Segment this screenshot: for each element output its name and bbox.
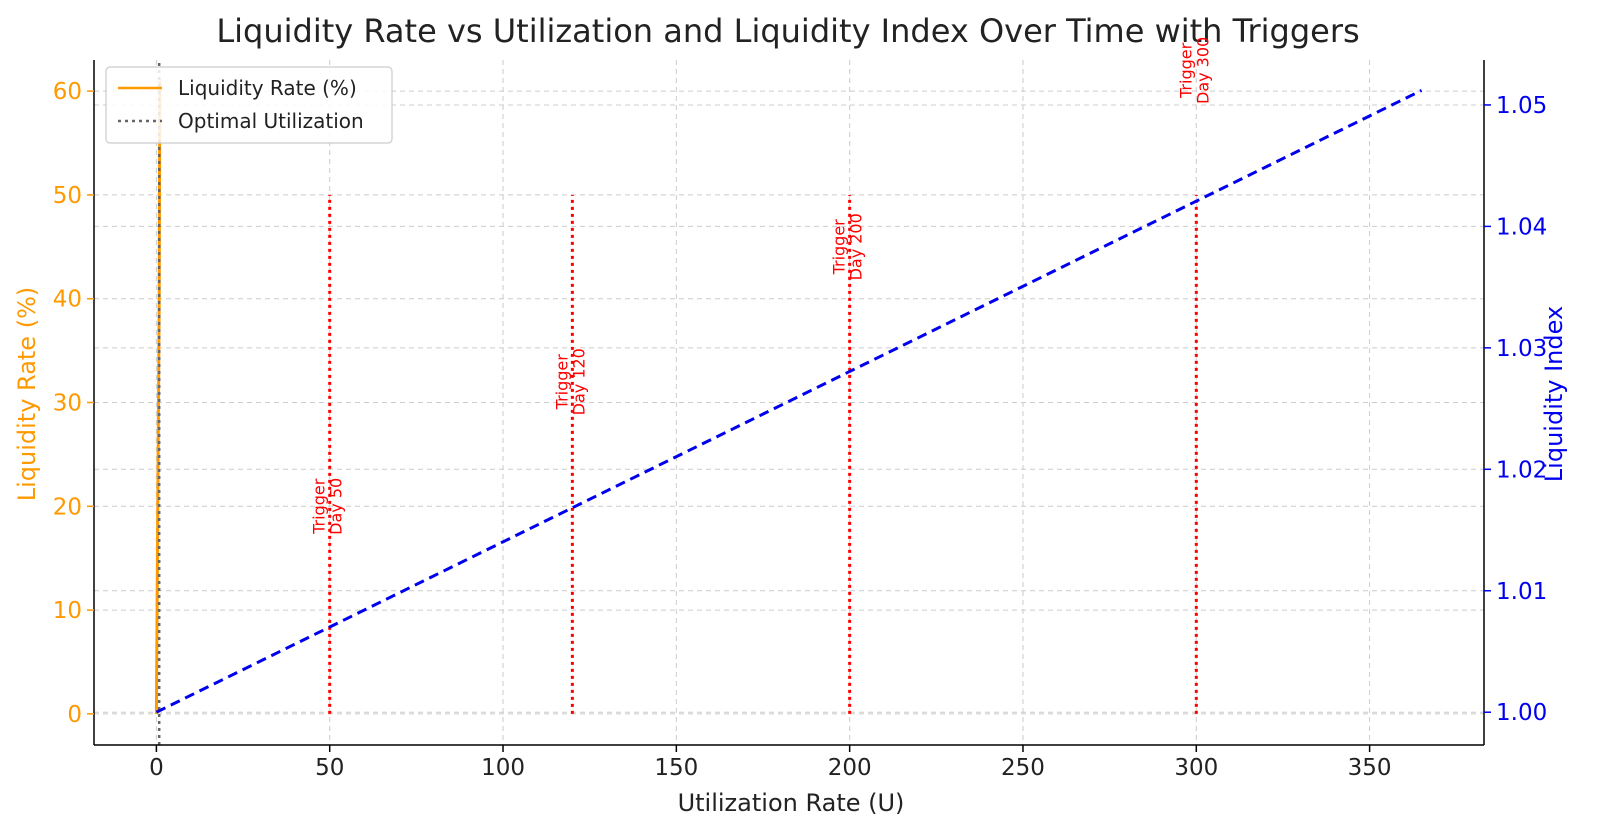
legend: Liquidity Rate (%) Optimal Utilization: [105, 66, 393, 144]
y-left-tick-label: 10: [53, 598, 82, 624]
x-tick-label: 250: [1001, 755, 1045, 781]
x-tick-label: 150: [654, 755, 698, 781]
y-left-tick-label: 30: [53, 391, 82, 417]
y-axis-left-label: Liquidity Rate (%): [13, 287, 41, 502]
trigger-label: Trigger: [830, 219, 849, 276]
y-right-tick-label: 1.05: [1496, 93, 1547, 119]
legend-box: [105, 66, 393, 144]
y-left-tick-label: 40: [53, 287, 82, 313]
trigger-label: Trigger: [552, 354, 571, 411]
y-right-tick-label: 1.00: [1496, 700, 1547, 726]
x-axis-label: Utilization Rate (U): [678, 789, 905, 817]
y-right-tick-label: 1.02: [1496, 457, 1547, 483]
y-right-tick-label: 1.01: [1496, 579, 1547, 605]
y-left-tick-label: 50: [53, 183, 82, 209]
series-line: [155, 89, 1423, 714]
trigger-label: Trigger: [310, 478, 329, 535]
trigger-label: Day 300: [1193, 37, 1212, 104]
y-axis-right-label: Liquidity Index: [1540, 306, 1568, 482]
y-left-tick-label: 0: [67, 702, 82, 728]
axes-layer: 0 50 100 150 200 250 300 350 0 10 20 30 40 50 60 1.00 1.…: [53, 60, 1547, 781]
y-right-tick-label: 1.03: [1496, 336, 1547, 362]
chart-title: Liquidity Rate vs Utilization and Liquid…: [216, 12, 1359, 50]
y-left-tick-label: 20: [53, 494, 82, 520]
x-tick-label: 200: [828, 755, 872, 781]
trigger-label: Day 120: [569, 348, 588, 415]
trigger-label: Day 200: [847, 213, 866, 280]
grid-layer: [94, 60, 1484, 745]
y-right-tick-label: 1.04: [1496, 214, 1547, 240]
x-tick-label: 350: [1348, 755, 1392, 781]
legend-entry-liquidity-rate: Liquidity Rate (%): [178, 76, 357, 100]
x-tick-label: 0: [149, 755, 164, 781]
trigger-label: Day 50: [327, 478, 346, 535]
x-tick-label: 50: [315, 755, 344, 781]
trigger-label: Trigger: [1176, 42, 1195, 99]
x-tick-label: 100: [481, 755, 525, 781]
x-tick-label: 300: [1174, 755, 1218, 781]
legend-entry-optimal-utilization: Optimal Utilization: [178, 109, 364, 133]
y-left-tick-label: 60: [53, 79, 82, 105]
